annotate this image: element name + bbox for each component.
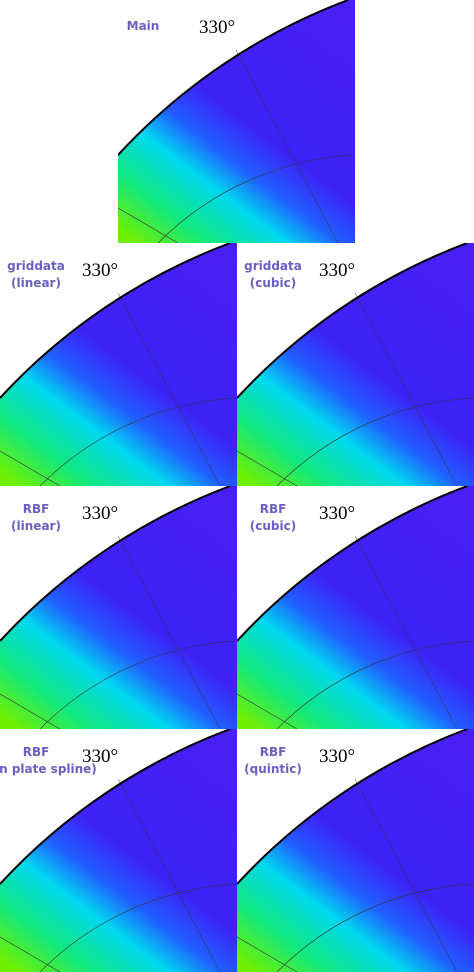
grid-arc [237,450,298,486]
grid-arc [39,883,237,972]
panel-label: (cubic) [250,519,296,533]
angle-label: 330° [199,17,235,38]
grid-arc [276,640,474,729]
angle-label: 330° [82,746,118,767]
grid-arc [0,693,61,729]
panel: Main 330° [118,0,355,243]
panel-label: griddata [244,259,302,273]
boundary [237,486,468,642]
panel: RBF (cubic) 330° [237,486,474,729]
panel-label: griddata [7,259,65,273]
field [0,486,237,729]
panel-label: RBF [260,745,287,759]
panel-body [237,243,474,486]
panel-label: Main [127,19,160,33]
boundary [0,729,231,885]
boundary [0,486,231,642]
boundary [237,243,468,399]
panel-label: RBF [23,745,50,759]
field [118,0,355,243]
panel-label: RBF [23,502,50,516]
panel-body [118,0,355,243]
panel-label: (cubic) [250,276,296,290]
grid-arc [237,936,298,972]
grid-arc [276,883,474,972]
field [0,729,237,972]
angle-label: 330° [82,503,118,524]
grid-radial [354,778,458,972]
grid-radial [117,292,221,486]
angle-label: 330° [82,260,118,281]
angle-label: 330° [319,260,355,281]
panel-label: RBF [260,502,287,516]
boundary [0,243,231,399]
panel: RBF (quintic) 330° [237,729,474,972]
field [237,486,474,729]
grid-arc [237,693,298,729]
grid-arc [39,640,237,729]
panel-body [0,729,237,972]
grid-arc [39,397,237,486]
grid-radial [235,49,339,243]
panel-label: (quintic) [244,762,302,776]
grid-radial [117,778,221,972]
grid-radial [117,535,221,729]
angle-label: 330° [319,503,355,524]
grid-radial [354,535,458,729]
panel: RBF (thin plate spline)330° [0,729,237,972]
panel: RBF (linear) 330° [0,486,237,729]
grid-arc [0,936,61,972]
panel: griddata (linear) 330° [0,243,237,486]
panel-body [237,486,474,729]
grid-arc [0,450,61,486]
panel-body [0,243,237,486]
boundary [118,0,349,156]
field [0,243,237,486]
field [237,243,474,486]
panel: griddata (cubic) 330° [237,243,474,486]
grid-arc [157,154,355,243]
panel-label: (linear) [11,276,61,290]
panel-label: (linear) [11,519,61,533]
panel-label: (thin plate spline) [0,762,97,776]
field [237,729,474,972]
grid-radial [354,292,458,486]
panel-body [237,729,474,972]
grid-arc [118,207,179,243]
angle-label: 330° [319,746,355,767]
panel-body [0,486,237,729]
boundary [237,729,468,885]
grid-arc [276,397,474,486]
